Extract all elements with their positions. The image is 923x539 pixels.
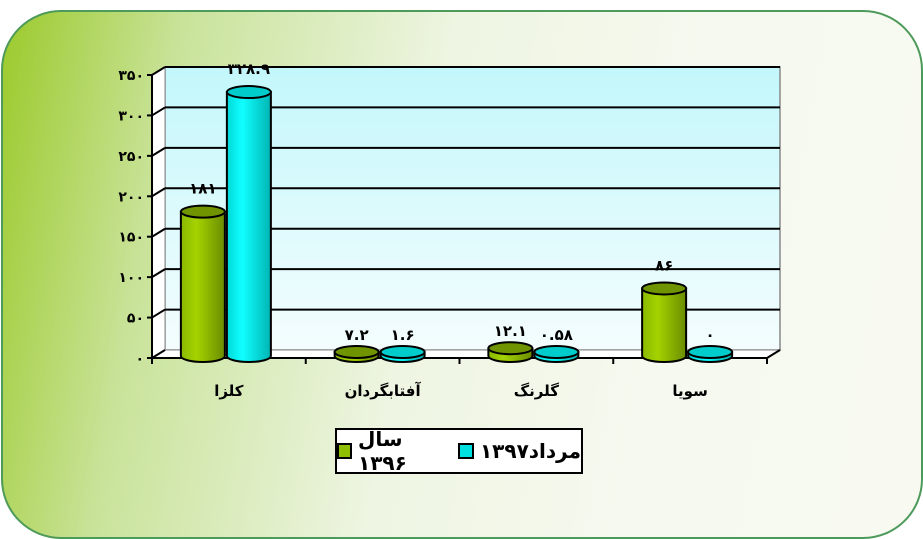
bar-top [225,85,272,100]
y-tick-label: ۳۰۰ [118,108,144,124]
data-label: ۷.۲ [345,326,369,344]
legend-label: مرداد۱۳۹۷ [479,439,581,463]
gridline-side [151,66,166,76]
x-tick-label: سویا [672,382,707,400]
y-tick-label: ۱۵۰ [118,230,144,246]
data-label: ۱۸۱ [189,180,216,198]
data-label: ۱.۶ [391,326,415,344]
y-tick-label: ۵۰ [127,311,144,327]
gridline-side [151,187,166,198]
bar [641,281,688,363]
bar-body [179,210,226,363]
legend-item-1397: مرداد۱۳۹۷ [457,439,581,463]
bar [333,345,380,363]
legend-label: سال ۱۳۹۶ [358,427,407,475]
bar-top [379,345,426,359]
bar-top [687,345,734,359]
y-tick-label: ۲۰۰ [118,189,144,205]
legend: سال ۱۳۹۶ مرداد۱۳۹۷ [335,427,583,475]
x-axis-end [766,349,781,359]
bar [687,345,734,363]
x-tick-label: گلرنگ [514,382,559,400]
bar-top [333,345,380,359]
gridline-side [151,349,166,359]
gridline-side [151,227,166,238]
bar-top [641,281,688,296]
y-tick-label: ۲۵۰ [118,149,144,165]
data-label: ۰ [706,326,715,344]
gridline-side [151,147,166,157]
gridline-side [151,268,166,278]
x-tick-label: آفتابگردان [345,382,422,400]
gridline-side [151,106,166,117]
y-tick-label: ۱۰۰ [118,270,144,286]
bar [179,204,226,363]
gridline-side [151,308,166,319]
data-label: ۱۲.۱ [494,322,527,340]
bar [533,345,580,363]
legend-swatch [337,443,352,459]
data-label: ۳۲۸.۹ [228,60,270,78]
bar-body [225,91,272,363]
bar [487,341,534,363]
legend-swatch [457,443,474,459]
legend-item-1396: سال ۱۳۹۶ [337,427,450,475]
bar-top [533,345,580,359]
bar-top [487,341,534,356]
y-tick-label: ۰ [135,351,144,367]
bar-body [641,287,688,363]
x-tick-label: کلزا [214,382,244,400]
bar [225,85,272,363]
data-label: ۰.۵۸ [540,326,573,344]
y-tick-label: ۳۵۰ [118,68,144,84]
bar-top [179,204,226,219]
data-label: ۸۶ [655,256,673,274]
bar [379,345,426,363]
